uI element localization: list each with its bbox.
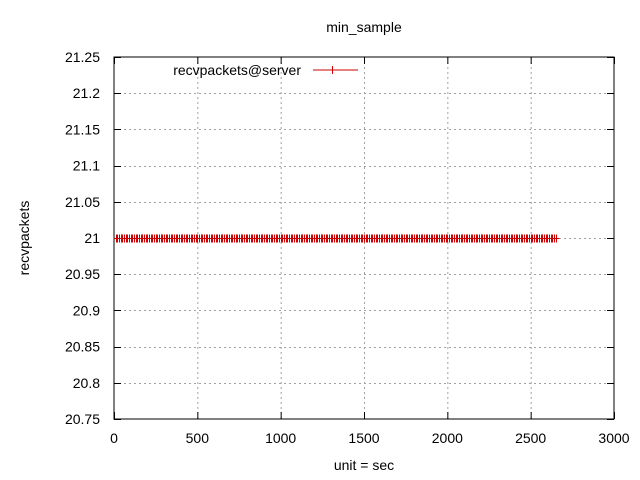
y-tick-label: 21.15 xyxy=(65,121,100,137)
y-tick-label: 20.8 xyxy=(73,375,100,391)
legend-marker xyxy=(328,66,337,74)
y-tick-label: 20.9 xyxy=(73,302,100,318)
y-tick-label: 20.85 xyxy=(65,339,100,355)
x-tick-label: 2000 xyxy=(432,430,463,446)
y-tick-label: 21.05 xyxy=(65,194,100,210)
y-tick-label: 21.2 xyxy=(73,85,100,101)
x-tick-label: 500 xyxy=(186,430,210,446)
y-tick-label: 20.95 xyxy=(65,266,100,282)
x-tick-label: 0 xyxy=(110,430,118,446)
y-tick-label: 21.25 xyxy=(65,49,100,65)
legend-label: recvpackets@server xyxy=(173,62,301,78)
y-tick-label: 21 xyxy=(84,230,100,246)
y-axis-label: recvpackets xyxy=(16,201,32,276)
x-axis-label: unit = sec xyxy=(334,457,394,473)
x-tick-label: 2500 xyxy=(515,430,546,446)
series-layer xyxy=(113,234,560,243)
x-tick-label: 3000 xyxy=(598,430,629,446)
x-tick-label: 1000 xyxy=(265,430,296,446)
chart-title: min_sample xyxy=(326,19,402,35)
data-point xyxy=(553,234,560,243)
y-tick-label: 20.75 xyxy=(65,411,100,427)
x-tick-label: 1500 xyxy=(348,430,379,446)
axis-ticks xyxy=(114,57,615,420)
legend: recvpackets@server xyxy=(173,62,358,78)
y-tick-label: 21.1 xyxy=(73,158,100,174)
tick-labels: 0 500 1000 1500 2000 2500 3000 20.75 20.8 20.85 20… xyxy=(65,49,630,446)
